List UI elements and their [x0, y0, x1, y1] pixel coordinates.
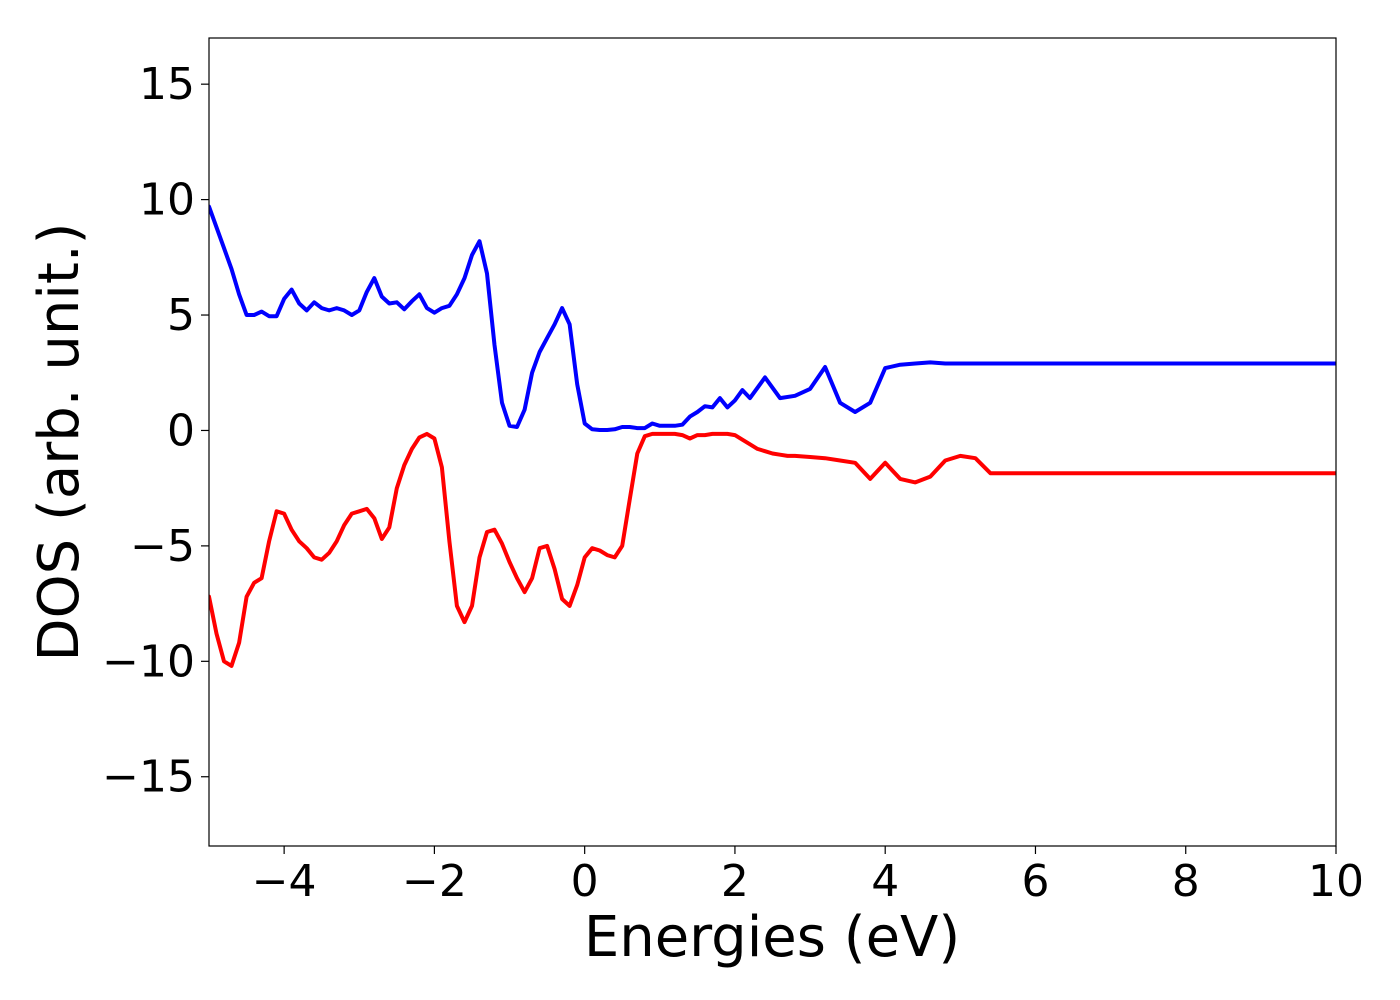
y-tick-label: −5 — [130, 521, 195, 572]
x-tick-label: 6 — [1021, 856, 1049, 907]
y-tick-label: 10 — [139, 175, 195, 226]
y-tick-label: 5 — [167, 290, 195, 341]
x-tick-label: 0 — [571, 856, 599, 907]
y-tick-label: −10 — [102, 636, 195, 687]
x-tick-label: 10 — [1308, 856, 1364, 907]
x-tick-label: 2 — [721, 856, 749, 907]
plot-frame — [208, 37, 1337, 847]
x-tick-label: 4 — [871, 856, 899, 907]
series-line-1 — [209, 204, 1336, 432]
x-tick-label: −2 — [402, 856, 467, 907]
series-layer — [209, 204, 1336, 668]
x-axis: −4 −2 0 2 4 6 8 10 — [252, 846, 1364, 907]
y-tick-label: 15 — [139, 59, 195, 110]
series-line-2 — [209, 431, 1336, 668]
y-axis-title: DOS (arb. unit.) — [27, 222, 92, 661]
x-axis-title: Energies (eV) — [584, 905, 960, 970]
y-axis: −15 −10 −5 0 5 10 15 — [102, 59, 209, 803]
y-tick-label: −15 — [102, 752, 195, 803]
x-tick-label: −4 — [252, 856, 317, 907]
plot-area — [209, 38, 1336, 846]
x-tick-label: 8 — [1172, 856, 1200, 907]
y-tick-label: 0 — [167, 405, 195, 456]
